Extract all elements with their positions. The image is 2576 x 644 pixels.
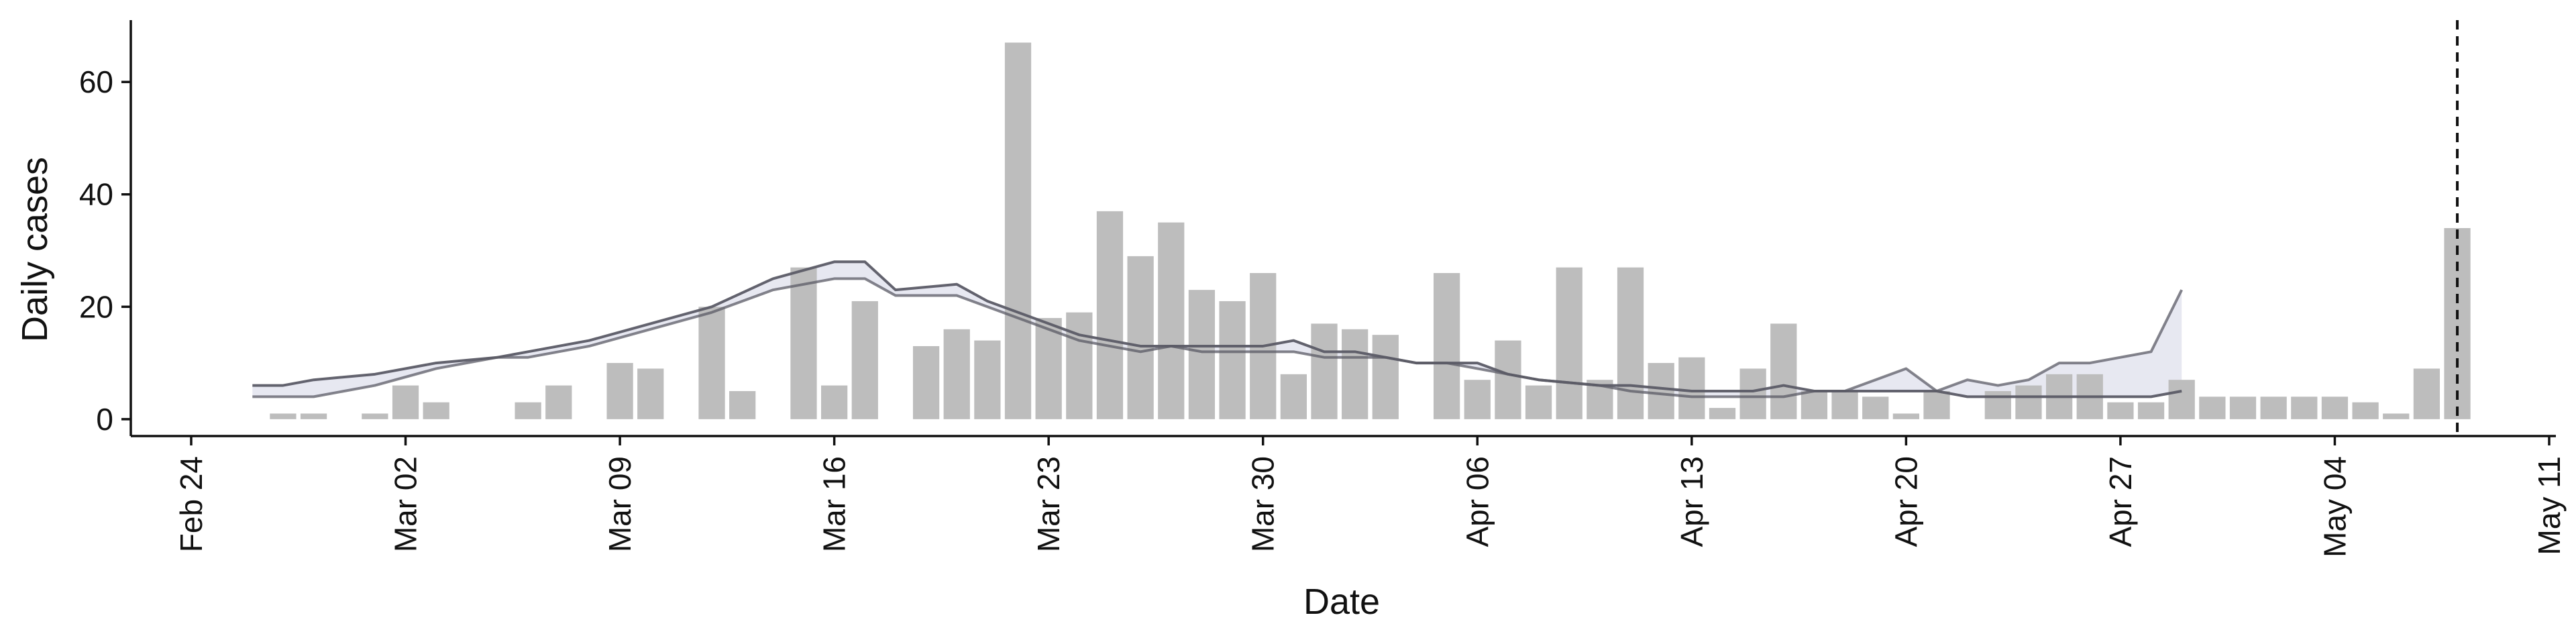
bar bbox=[1311, 323, 1338, 419]
bar bbox=[1464, 380, 1491, 419]
y-tick-label: 60 bbox=[79, 64, 113, 99]
x-tick-label: Mar 30 bbox=[1246, 456, 1281, 552]
bar bbox=[1923, 390, 1950, 419]
bar bbox=[912, 345, 940, 419]
bar bbox=[2137, 402, 2165, 419]
bar bbox=[1770, 323, 1797, 419]
bar bbox=[270, 413, 297, 419]
bar bbox=[1188, 290, 1216, 419]
bar bbox=[1066, 312, 1093, 419]
bar bbox=[1984, 390, 2011, 419]
bar bbox=[1004, 42, 1032, 419]
bar bbox=[2107, 402, 2134, 419]
bar bbox=[1096, 211, 1124, 419]
bar bbox=[392, 385, 419, 419]
bar-series bbox=[270, 42, 2471, 419]
bar bbox=[1342, 329, 1368, 419]
bar bbox=[515, 402, 541, 419]
x-tick-label: Mar 02 bbox=[388, 456, 423, 552]
series-line-central bbox=[252, 260, 2182, 398]
bar bbox=[2444, 228, 2471, 419]
bar bbox=[943, 329, 970, 419]
x-tick-label: Apr 27 bbox=[2103, 456, 2138, 547]
bar bbox=[1433, 273, 1460, 419]
bar bbox=[362, 413, 388, 419]
x-tick-label: Feb 24 bbox=[174, 456, 209, 552]
bar bbox=[1648, 363, 1674, 419]
bar bbox=[1739, 368, 1766, 419]
line-series bbox=[252, 260, 2183, 398]
y-tick-label: 40 bbox=[79, 177, 113, 212]
bar bbox=[2229, 396, 2257, 419]
axes: 0 20 40 60 Feb 24 Mar 02 Mar 09 Mar 16 Mar 23 Mar… bbox=[79, 20, 2567, 557]
bar bbox=[1280, 374, 1307, 419]
bar bbox=[606, 363, 633, 419]
bar bbox=[1617, 267, 1644, 419]
bar bbox=[545, 385, 572, 419]
bar bbox=[1862, 396, 1889, 419]
bar bbox=[2199, 396, 2226, 419]
bar bbox=[2015, 385, 2042, 419]
x-tick-label: Mar 16 bbox=[817, 456, 852, 552]
uncertainty-band bbox=[252, 262, 2182, 397]
series-line-forecast bbox=[252, 277, 2183, 398]
bar bbox=[1801, 390, 1828, 419]
bar bbox=[1556, 267, 1582, 419]
bar bbox=[2413, 368, 2440, 419]
bar bbox=[300, 413, 327, 419]
bar bbox=[2291, 396, 2318, 419]
x-tick-label: Apr 13 bbox=[1674, 456, 1709, 547]
bar bbox=[1158, 222, 1185, 419]
x-axis-title: Date bbox=[1303, 582, 1380, 622]
bar bbox=[1035, 318, 1062, 419]
bar bbox=[1892, 413, 1919, 419]
y-axis-title: Daily cases bbox=[15, 157, 55, 342]
bar bbox=[423, 402, 449, 419]
bar bbox=[1127, 256, 1154, 419]
bar bbox=[2321, 396, 2349, 419]
bar bbox=[637, 368, 664, 419]
bar bbox=[2168, 380, 2195, 419]
bar bbox=[1495, 340, 1521, 419]
bar bbox=[1709, 408, 1736, 419]
bar bbox=[698, 307, 725, 419]
bar bbox=[1219, 301, 1246, 419]
x-tick-label: Mar 09 bbox=[602, 456, 637, 552]
x-tick-label: May 11 bbox=[2532, 456, 2567, 555]
bar bbox=[1831, 390, 1858, 419]
x-tick-label: Apr 20 bbox=[1888, 456, 1923, 547]
bar bbox=[729, 390, 756, 419]
bar bbox=[790, 267, 817, 419]
x-tick-label: Apr 06 bbox=[1460, 456, 1495, 547]
bar bbox=[2352, 402, 2379, 419]
bar bbox=[2383, 413, 2410, 419]
bar bbox=[1525, 385, 1552, 419]
y-tick-label: 20 bbox=[79, 289, 113, 324]
y-tick-label: 0 bbox=[96, 402, 113, 437]
bar bbox=[1372, 335, 1399, 419]
x-tick-label: May 04 bbox=[2317, 456, 2352, 557]
bar bbox=[1678, 357, 1705, 419]
bar bbox=[821, 385, 848, 419]
x-tick-label: Mar 23 bbox=[1031, 456, 1066, 552]
bar bbox=[974, 340, 1001, 419]
bar bbox=[851, 301, 878, 419]
bar bbox=[2260, 396, 2287, 419]
uncertainty-bands bbox=[252, 262, 2182, 397]
